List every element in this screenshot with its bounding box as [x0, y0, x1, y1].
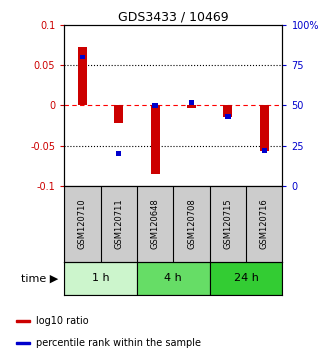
Bar [223, 105, 232, 118]
Bar [116, 151, 121, 156]
Bar [189, 100, 194, 104]
Bar [260, 105, 269, 151]
Bar [187, 105, 196, 108]
Bar [114, 105, 123, 123]
Text: time ▶: time ▶ [21, 273, 58, 283]
Text: 4 h: 4 h [164, 273, 182, 283]
Text: percentile rank within the sample: percentile rank within the sample [36, 338, 201, 348]
Bar [64, 262, 137, 295]
Bar [152, 103, 158, 108]
Text: GSM120716: GSM120716 [260, 199, 269, 249]
Text: GSM120708: GSM120708 [187, 199, 196, 249]
Bar [210, 262, 282, 295]
Text: 24 h: 24 h [234, 273, 258, 283]
Bar [80, 55, 85, 59]
Title: GDS3433 / 10469: GDS3433 / 10469 [118, 11, 229, 24]
Bar [16, 342, 30, 344]
Bar [137, 262, 210, 295]
Text: GSM120648: GSM120648 [151, 199, 160, 249]
Text: GSM120711: GSM120711 [114, 199, 123, 249]
Text: log10 ratio: log10 ratio [36, 316, 89, 326]
Text: GSM120710: GSM120710 [78, 199, 87, 249]
Bar [225, 114, 230, 119]
Bar [262, 148, 267, 153]
Bar [16, 320, 30, 322]
Text: 1 h: 1 h [92, 273, 109, 283]
Bar [78, 47, 87, 105]
Bar [151, 105, 160, 174]
Text: GSM120715: GSM120715 [223, 199, 232, 249]
